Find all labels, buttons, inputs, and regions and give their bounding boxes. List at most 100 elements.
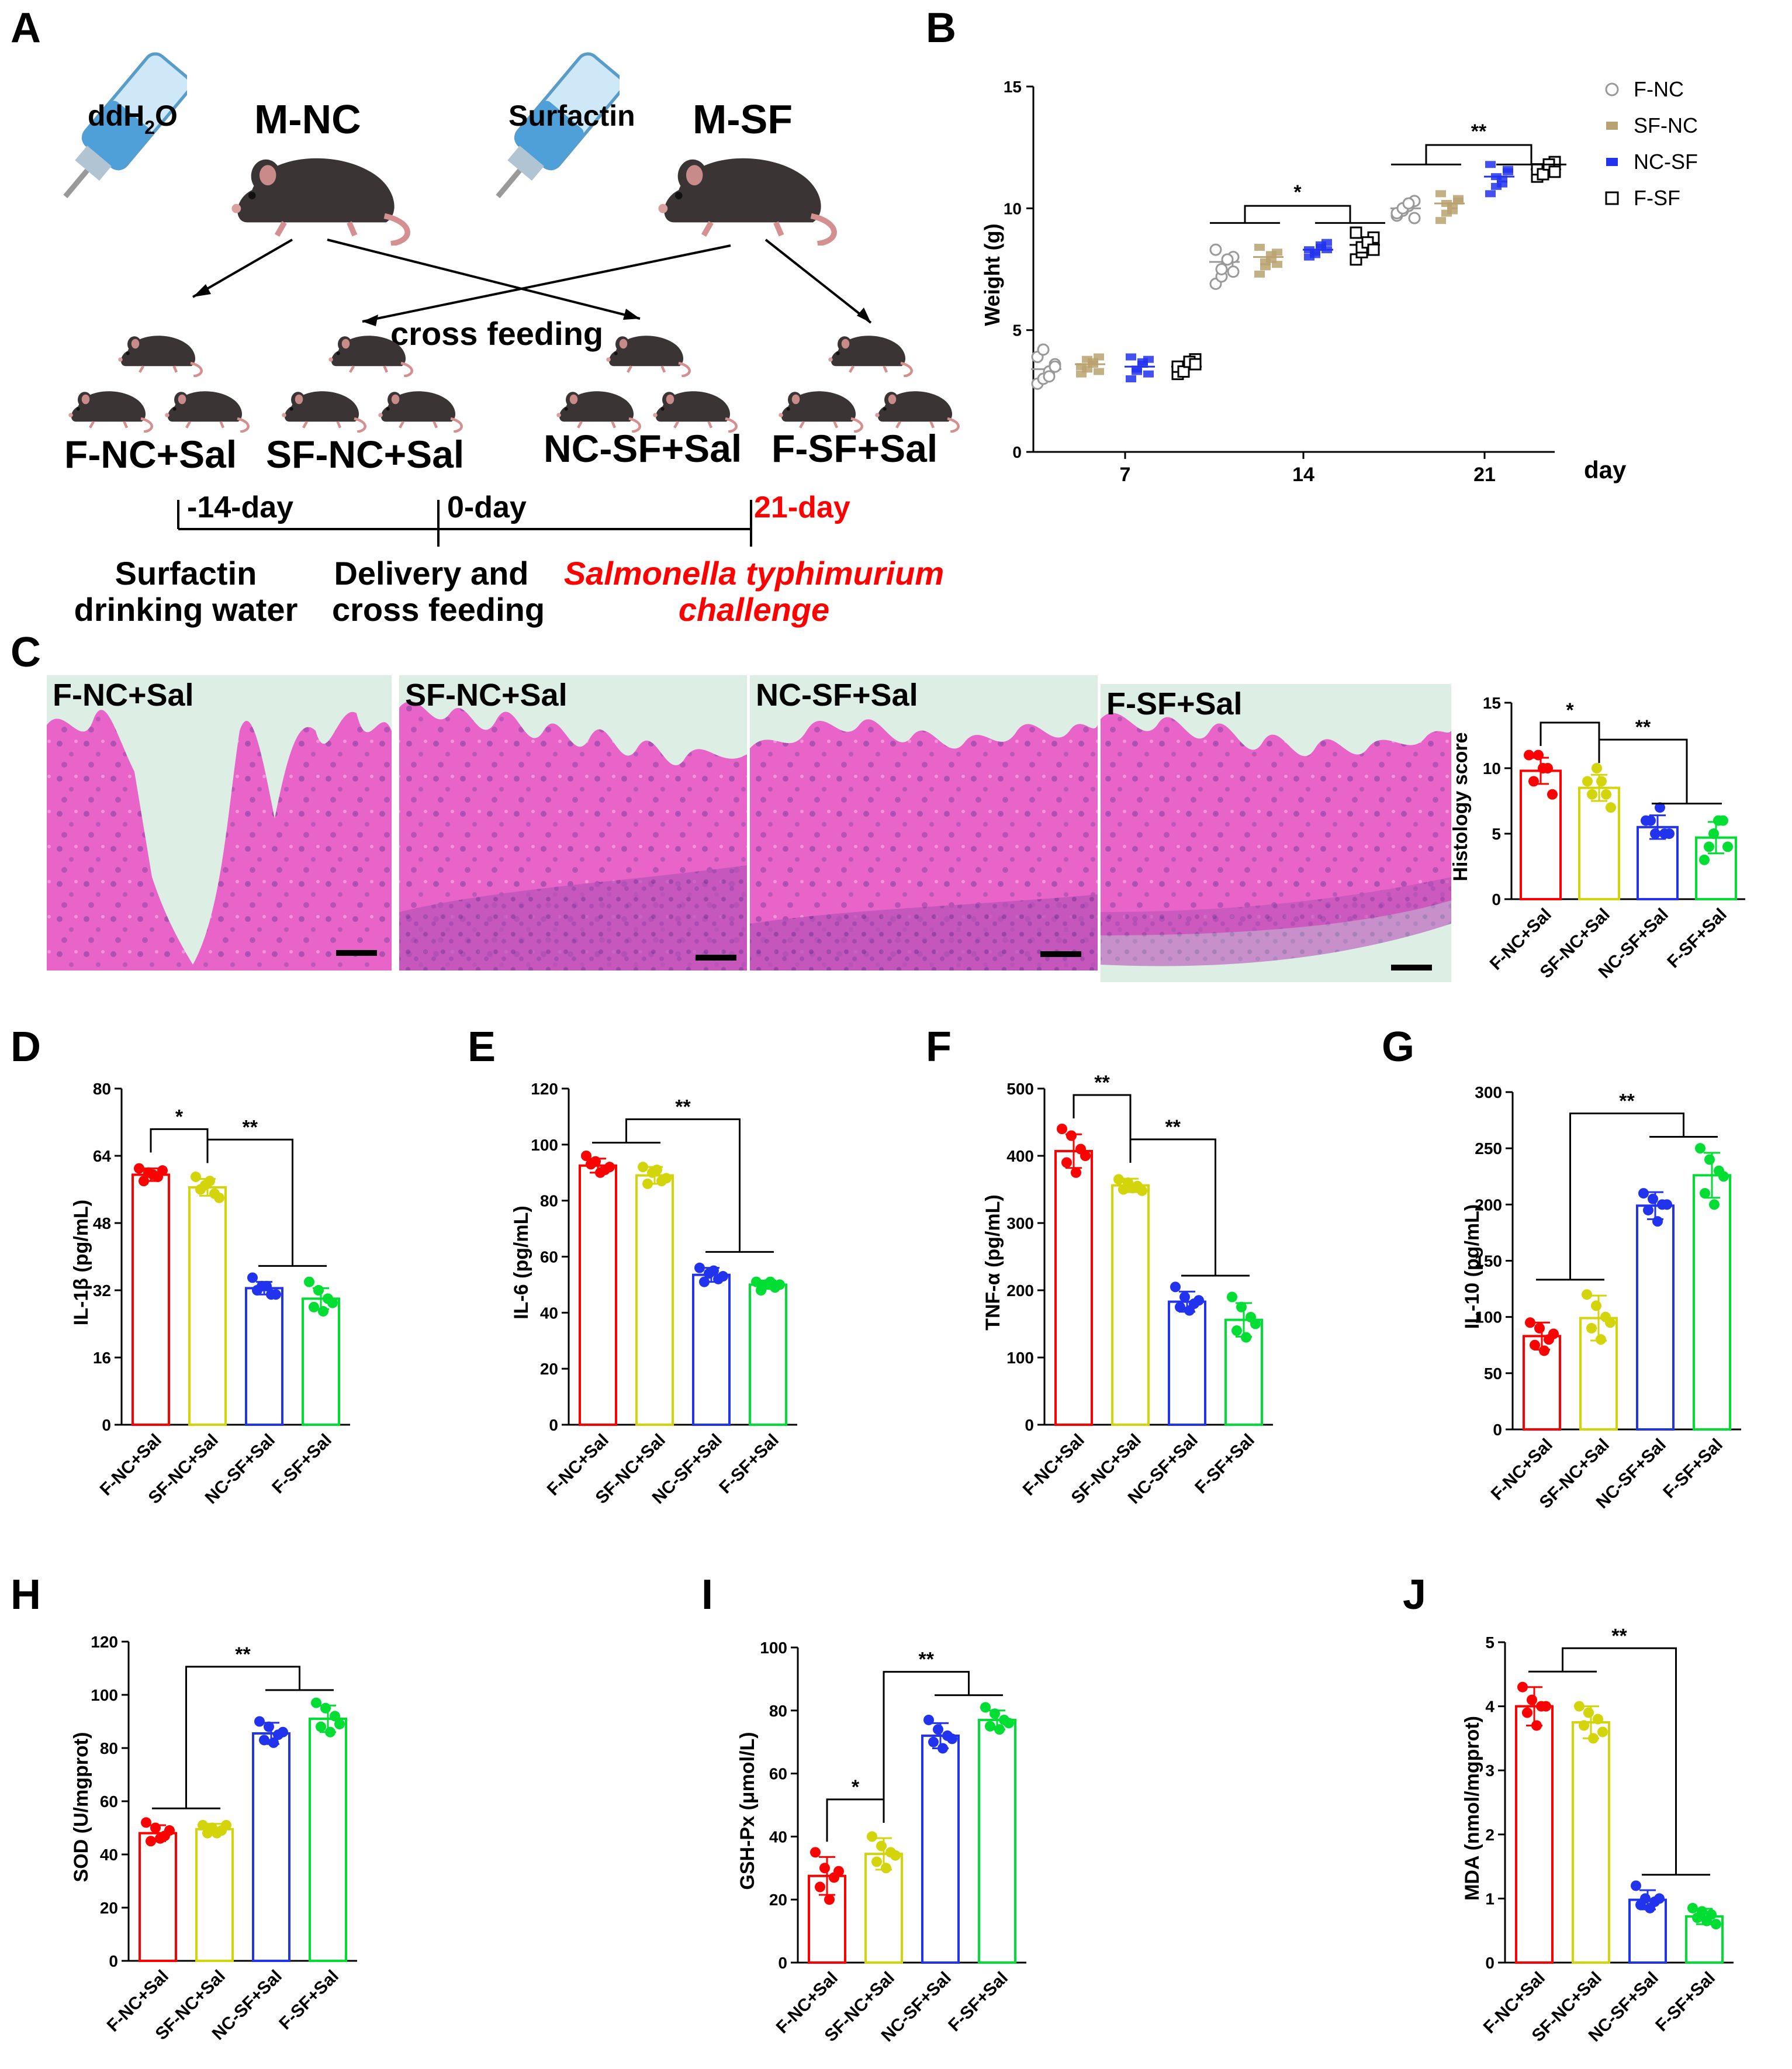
data-point	[1227, 265, 1240, 278]
data-point	[1711, 1919, 1721, 1930]
bracket-line	[150, 1128, 209, 1163]
mother-mouse-msf-icon	[658, 158, 834, 244]
data-point	[661, 1173, 672, 1184]
bracket-line	[883, 1671, 970, 1823]
data-point	[1582, 776, 1593, 787]
data-point	[212, 1828, 222, 1839]
data-point	[1722, 841, 1733, 852]
y-tick-label: 0	[1493, 1421, 1502, 1439]
data-point	[1227, 1291, 1237, 1303]
data-point	[1260, 258, 1271, 265]
y-axis-label: SOD (U/mgprot)	[70, 1732, 92, 1883]
data-point	[320, 1702, 331, 1714]
significance-marker: **	[243, 1116, 258, 1138]
y-axis-label: Histology score	[1449, 732, 1472, 881]
panel-letter-g: G	[1382, 1024, 1414, 1070]
legend-label: F-SF	[1634, 186, 1680, 210]
panel-a-schematic: ddH2O Surfactin M-NC M-SF cross feeding	[45, 50, 959, 628]
data-point	[1127, 1183, 1138, 1194]
y-tick-label: 150	[1475, 1252, 1502, 1270]
y-tick-label: 40	[769, 1828, 787, 1846]
histology-label: F-SF+Sal	[1106, 686, 1243, 721]
data-point	[1527, 1694, 1537, 1705]
significance-marker: **	[1611, 1625, 1627, 1647]
y-tick-label: 300	[1475, 1083, 1502, 1101]
y-tick-label: 80	[540, 1192, 558, 1210]
significance-marker: **	[1165, 1116, 1181, 1138]
data-point	[980, 1702, 991, 1713]
data-point	[1718, 1171, 1729, 1182]
data-point	[985, 1721, 995, 1732]
group-label: F-NC+Sal	[64, 433, 237, 476]
significance-marker: **	[1094, 1072, 1110, 1094]
data-point	[1548, 165, 1561, 178]
bar	[195, 1828, 234, 1962]
data-point	[146, 1836, 156, 1847]
data-point	[155, 1833, 165, 1844]
data-point	[1591, 1300, 1601, 1311]
x-axis-label: day	[1584, 456, 1627, 483]
data-point	[1088, 361, 1098, 368]
panel-letter-e: E	[468, 1024, 496, 1070]
y-tick-label: 32	[93, 1282, 111, 1300]
data-point	[1066, 1130, 1077, 1141]
data-point	[1254, 244, 1265, 251]
significance-marker: *	[1566, 699, 1574, 721]
data-point	[1080, 1151, 1091, 1161]
pup-mouse-icon	[779, 391, 862, 431]
x-tick-label: F-SF+Sal	[275, 1967, 343, 2034]
bar	[139, 1832, 177, 1963]
data-point	[247, 1272, 258, 1283]
data-point	[1601, 789, 1611, 800]
pup-mouse-icon	[556, 391, 639, 431]
data-point	[1662, 1199, 1672, 1210]
data-point	[1057, 1124, 1067, 1134]
data-point	[271, 1289, 281, 1300]
data-point	[1541, 1701, 1551, 1712]
data-point	[581, 1151, 591, 1161]
y-tick-label: 0	[1485, 1954, 1495, 1972]
data-point	[1574, 1701, 1585, 1712]
data-point	[1231, 1325, 1242, 1336]
data-point	[1497, 180, 1507, 188]
bar	[1111, 1184, 1150, 1426]
significance-marker: *	[175, 1106, 184, 1128]
histology-image: F-SF+Sal	[1101, 684, 1451, 982]
mother-mouse-mnc-icon	[231, 158, 407, 244]
data-point	[1699, 854, 1710, 865]
y-tick-label: 300	[1006, 1214, 1034, 1232]
data-point	[1435, 217, 1446, 224]
data-point	[1485, 190, 1496, 198]
data-point	[881, 1863, 891, 1874]
data-point	[309, 1301, 319, 1312]
data-point	[833, 1866, 844, 1877]
y-tick-label: 5	[1485, 1633, 1495, 1652]
data-point	[1704, 1154, 1715, 1165]
y-tick-label: 500	[1006, 1080, 1034, 1098]
data-point	[1179, 1291, 1190, 1303]
bottle-label-surfactin: Surfactin	[508, 99, 635, 132]
data-point	[1254, 270, 1265, 278]
legend-marker	[1605, 82, 1619, 96]
bracket-line	[1244, 205, 1351, 223]
y-tick-label: 20	[769, 1891, 787, 1909]
y-tick-label: 10	[1004, 199, 1022, 217]
panel-letter-h: H	[11, 1571, 41, 1618]
data-point	[1491, 173, 1502, 181]
data-point	[1664, 828, 1675, 839]
data-point	[1652, 1216, 1663, 1227]
data-point	[325, 1726, 335, 1738]
data-point	[718, 1271, 728, 1282]
y-axis-label: Weight (g)	[980, 223, 1004, 326]
data-point	[268, 1737, 279, 1748]
panel-letter-f: F	[926, 1024, 952, 1070]
data-point	[1236, 1301, 1247, 1312]
significance-marker: **	[235, 1643, 251, 1666]
data-point	[638, 1162, 648, 1173]
data-point	[1650, 828, 1660, 839]
